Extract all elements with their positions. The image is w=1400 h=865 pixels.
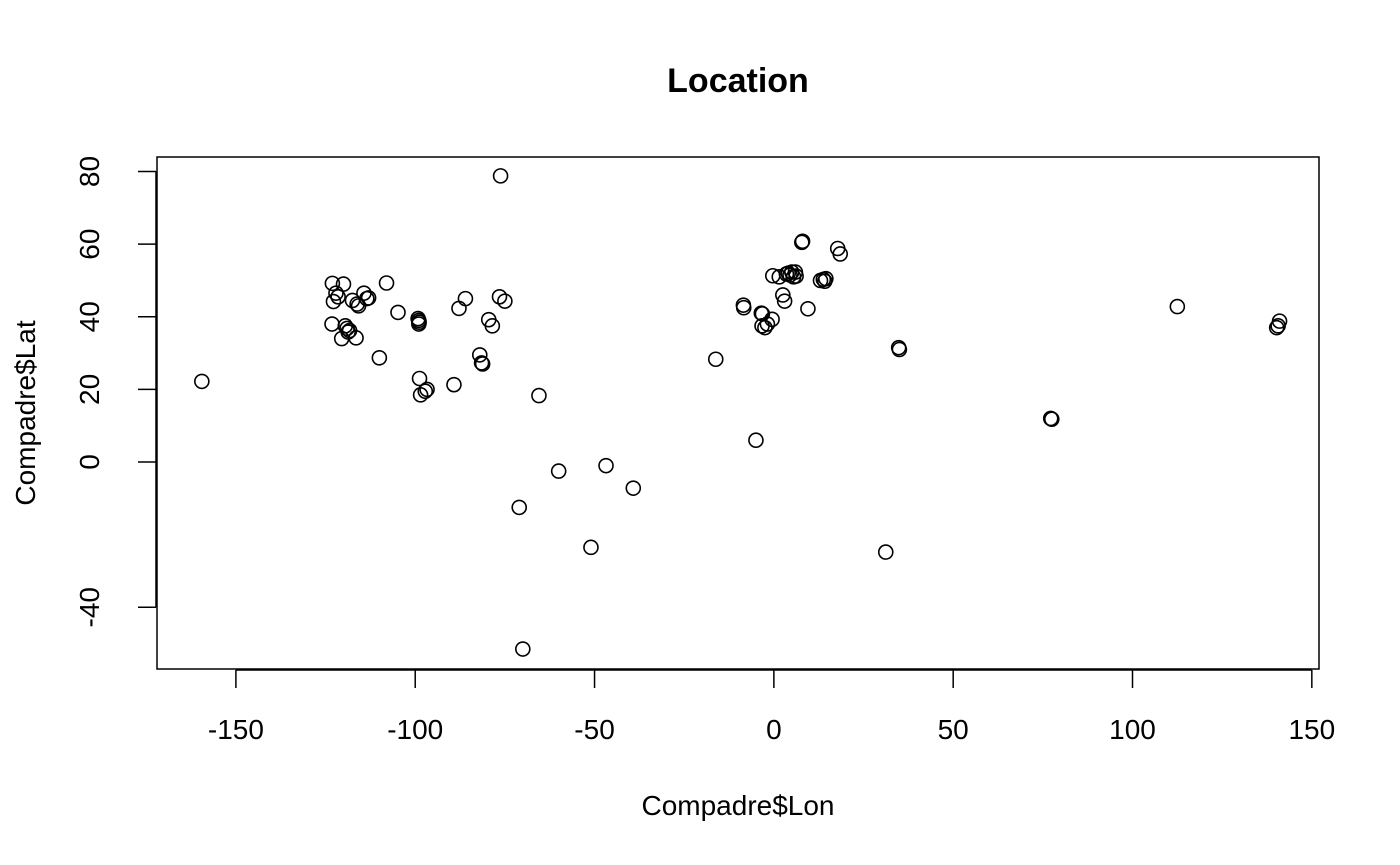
data-point: [451, 300, 467, 317]
data-point: [511, 499, 528, 516]
data-point: [390, 304, 406, 321]
data-point: [371, 350, 388, 366]
data-point: [473, 355, 490, 371]
data-point: [340, 324, 356, 340]
data-point: [818, 270, 834, 287]
data-point: [194, 373, 210, 390]
data-point: [348, 330, 364, 346]
y-tick-label: -40: [74, 587, 105, 627]
data-point: [411, 370, 428, 387]
y-tick-label: 0: [74, 454, 105, 470]
data-point: [457, 290, 474, 307]
x-tick-label: 100: [1109, 714, 1156, 745]
data-point: [484, 318, 501, 334]
x-axis-label: Compadre$Lon: [641, 790, 834, 821]
data-point: [550, 463, 567, 479]
data-point: [419, 381, 435, 398]
data-point: [891, 341, 908, 358]
data-point: [598, 457, 614, 474]
data-point: [474, 356, 491, 372]
x-tick-label: 150: [1288, 714, 1335, 745]
y-tick-label: 40: [74, 301, 105, 332]
data-point: [411, 316, 427, 332]
data-point: [788, 268, 804, 284]
y-axis: -40 0 20 40 60 80: [74, 156, 157, 628]
data-point: [1044, 411, 1060, 427]
data-points: [194, 168, 1288, 657]
y-tick-label: 60: [74, 229, 105, 260]
x-tick-label: 50: [938, 714, 969, 745]
data-point: [515, 641, 531, 657]
data-point: [471, 347, 488, 363]
data-point: [832, 246, 849, 262]
plot-frame: [156, 156, 1320, 670]
x-tick-label: -100: [387, 714, 443, 745]
data-point: [335, 276, 352, 292]
data-point: [707, 351, 724, 368]
data-point: [497, 293, 513, 309]
data-point: [794, 233, 811, 250]
data-point: [492, 168, 509, 184]
data-point: [531, 387, 547, 404]
data-point: [625, 480, 642, 496]
x-tick-label: 0: [766, 714, 782, 745]
y-tick-label: 20: [74, 374, 105, 405]
chart-title: Location: [667, 62, 809, 100]
data-point: [800, 300, 816, 317]
data-point: [877, 544, 894, 560]
data-point: [491, 289, 508, 305]
data-point: [1271, 313, 1288, 329]
data-point: [330, 289, 346, 305]
data-point: [775, 287, 791, 303]
x-tick-label: -150: [208, 714, 264, 745]
data-point: [325, 293, 342, 310]
y-tick-label: 80: [74, 156, 105, 187]
data-point: [735, 299, 752, 316]
data-point: [446, 376, 462, 393]
data-point: [759, 316, 776, 332]
y-axis-label: Compadre$Lat: [10, 320, 41, 505]
data-point: [776, 293, 793, 309]
data-point: [1169, 298, 1186, 315]
data-point: [748, 432, 764, 449]
x-axis: -150 -100 -50 0 50 100 150: [208, 669, 1335, 745]
data-point: [360, 290, 377, 306]
data-point: [324, 275, 341, 292]
data-point: [417, 383, 434, 400]
x-tick-label: -50: [574, 714, 614, 745]
data-point: [764, 311, 780, 328]
data-point: [583, 539, 599, 556]
data-point: [378, 275, 395, 291]
data-point: [328, 285, 344, 301]
data-point: [324, 316, 340, 332]
